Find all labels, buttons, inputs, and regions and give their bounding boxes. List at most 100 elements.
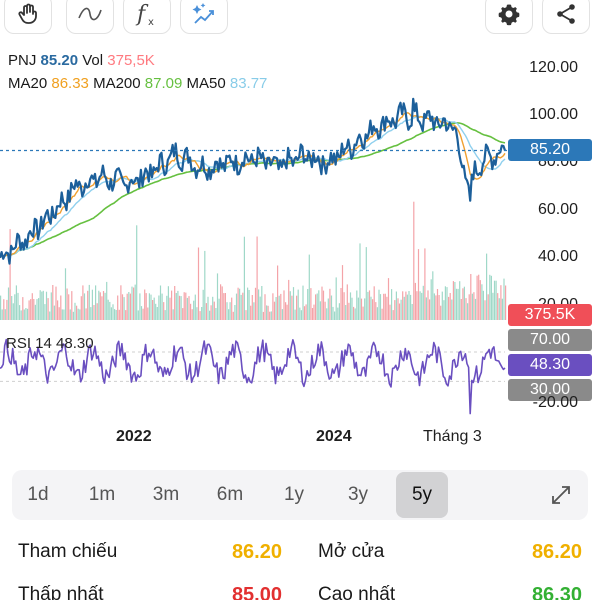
volume-bar bbox=[378, 289, 380, 320]
volume-bar bbox=[186, 297, 188, 320]
volume-bar bbox=[66, 288, 68, 320]
volume-bar bbox=[125, 310, 127, 320]
volume-bar bbox=[270, 311, 272, 320]
range-1m-button[interactable]: 1m bbox=[88, 484, 116, 505]
volume-bar bbox=[280, 293, 282, 320]
volume-bar bbox=[392, 310, 394, 320]
price-legend: PNJ 85.20 Vol 375,5K bbox=[8, 52, 155, 69]
volume-bar bbox=[11, 296, 13, 320]
volume-bar bbox=[348, 302, 350, 320]
volume-bar bbox=[275, 297, 277, 320]
volume-bar bbox=[416, 291, 418, 320]
volume-bar bbox=[107, 299, 109, 320]
volume-bar bbox=[243, 236, 245, 320]
settings-button[interactable] bbox=[485, 0, 533, 34]
volume-bar bbox=[228, 309, 230, 320]
volume-bar bbox=[115, 310, 117, 320]
volume-bar bbox=[72, 311, 74, 320]
volume-bar bbox=[500, 285, 502, 320]
volume-bar bbox=[448, 296, 450, 320]
volume-bar bbox=[474, 298, 477, 320]
volume-bar bbox=[42, 290, 44, 320]
high-price-label: Cao nhất bbox=[318, 584, 396, 600]
volume-bar bbox=[207, 296, 209, 320]
range-5y-button[interactable]: 5y bbox=[396, 472, 448, 518]
volume-bar bbox=[451, 299, 453, 320]
volume-bar bbox=[368, 290, 371, 320]
curve-tool-button[interactable] bbox=[66, 0, 114, 34]
volume-bar bbox=[443, 300, 445, 320]
volume-bar bbox=[462, 288, 464, 320]
volume-bar bbox=[303, 306, 306, 320]
volume-bar bbox=[321, 286, 323, 320]
volume-bar bbox=[41, 291, 43, 320]
volume-bar bbox=[375, 302, 377, 320]
volume-bar bbox=[319, 301, 321, 320]
price-value: 85.20 bbox=[40, 52, 79, 69]
volume-bar bbox=[4, 309, 6, 320]
volume-bar bbox=[422, 285, 424, 320]
volume-bar bbox=[281, 309, 283, 320]
share-icon bbox=[557, 4, 575, 24]
volume-bar bbox=[1, 309, 3, 320]
volume-bar bbox=[88, 284, 90, 320]
volume-bar bbox=[87, 290, 89, 320]
share-button[interactable] bbox=[542, 0, 590, 34]
volume-bar bbox=[112, 304, 114, 320]
volume-bar bbox=[310, 288, 312, 320]
volume-bar bbox=[505, 285, 507, 320]
low-price-label: Thấp nhất bbox=[18, 584, 104, 600]
volume-bar bbox=[102, 291, 105, 320]
volume-bar bbox=[471, 293, 473, 320]
volume-bar bbox=[484, 300, 486, 320]
volume-bar bbox=[386, 296, 388, 320]
price-chart[interactable] bbox=[0, 0, 600, 460]
volume-bar bbox=[28, 300, 30, 320]
range-6m-button[interactable]: 6m bbox=[216, 484, 244, 505]
volume-bar bbox=[286, 304, 288, 320]
volume-bar bbox=[128, 292, 130, 320]
volume-bar bbox=[166, 295, 168, 320]
range-3m-button[interactable]: 3m bbox=[152, 484, 180, 505]
volume-bar bbox=[248, 290, 250, 320]
volume-bar bbox=[389, 304, 391, 320]
symbol-label: PNJ bbox=[8, 52, 37, 69]
volume-bar bbox=[438, 295, 440, 320]
volume-bar bbox=[489, 274, 491, 320]
ma200-line bbox=[0, 122, 506, 259]
fullscreen-button[interactable] bbox=[546, 480, 576, 510]
volume-bar bbox=[39, 290, 41, 320]
volume-bar bbox=[155, 303, 157, 320]
ma50-value: 83.77 bbox=[229, 75, 268, 92]
volume-bar bbox=[429, 299, 431, 320]
volume-bar bbox=[338, 303, 340, 320]
volume-bar bbox=[240, 294, 242, 320]
volume-bar bbox=[417, 249, 420, 320]
volume-bar bbox=[261, 286, 263, 320]
range-3y-button[interactable]: 3y bbox=[347, 484, 369, 505]
volume-bar bbox=[15, 285, 17, 320]
volume-bar bbox=[123, 297, 125, 320]
volume-bar bbox=[171, 290, 173, 320]
volume-bar bbox=[360, 298, 363, 320]
current-price-badge: 85.20 bbox=[508, 139, 592, 161]
ma200-label: MA200 bbox=[93, 75, 141, 92]
volume-bar bbox=[194, 294, 196, 320]
volume-bar bbox=[335, 277, 337, 320]
ai-drawing-button[interactable] bbox=[180, 0, 228, 34]
range-1d-button[interactable]: 1d bbox=[27, 484, 49, 505]
volume-bar bbox=[330, 295, 333, 320]
volume-bar bbox=[454, 282, 456, 320]
volume-bar bbox=[322, 290, 325, 320]
volume-bar bbox=[177, 290, 179, 320]
volume-bar bbox=[427, 290, 429, 320]
volume-bar bbox=[57, 300, 59, 320]
volume-bar bbox=[188, 296, 190, 320]
volume-bar bbox=[148, 293, 150, 320]
range-1y-button[interactable]: 1y bbox=[283, 484, 305, 505]
hand-tool-button[interactable] bbox=[4, 0, 52, 34]
volume-bar bbox=[297, 289, 299, 320]
volume-bar bbox=[425, 297, 427, 320]
reference-price-label: Tham chiếu bbox=[18, 541, 118, 562]
